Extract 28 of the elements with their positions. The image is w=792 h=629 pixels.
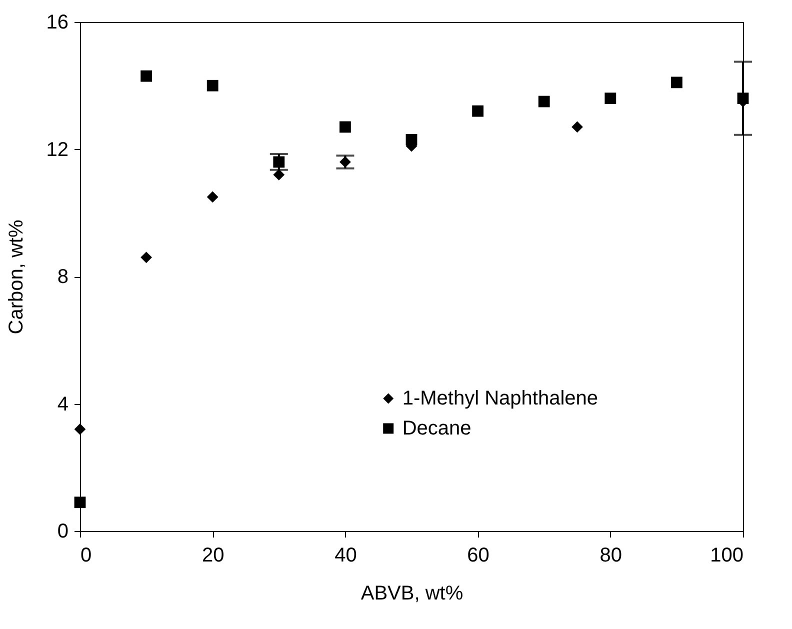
- y-tick-label: 16: [46, 12, 68, 34]
- point: [273, 169, 285, 180]
- x-tick-label: 20: [202, 544, 224, 566]
- y-axis-title: Carbon, wt%: [5, 220, 28, 334]
- y-tick-label: 0: [57, 520, 68, 542]
- point: [572, 121, 583, 133]
- point: [74, 496, 86, 508]
- point: [340, 121, 351, 133]
- y-tick-label: 8: [57, 266, 68, 288]
- point: [74, 424, 86, 435]
- x-tick-label: 0: [80, 544, 92, 566]
- x-axis-title: ABVB, wt%: [360, 582, 464, 604]
- point: [206, 80, 218, 92]
- point: [140, 252, 152, 264]
- point: [538, 96, 550, 108]
- point: [206, 191, 218, 203]
- point: [140, 70, 152, 82]
- point: [472, 105, 484, 117]
- point: [604, 92, 616, 104]
- x-tick-label: 100: [710, 544, 744, 566]
- x-tick-label: 60: [467, 544, 490, 566]
- legend-label: 1-Methyl Naphthalene: [402, 387, 598, 410]
- x-tick-label: 40: [334, 544, 357, 566]
- point: [671, 76, 682, 88]
- y-tick-label: 12: [46, 138, 68, 161]
- y-tick-label: 4: [57, 393, 68, 416]
- x-tick-label: 80: [600, 544, 622, 566]
- legend-label: Decane: [402, 417, 472, 440]
